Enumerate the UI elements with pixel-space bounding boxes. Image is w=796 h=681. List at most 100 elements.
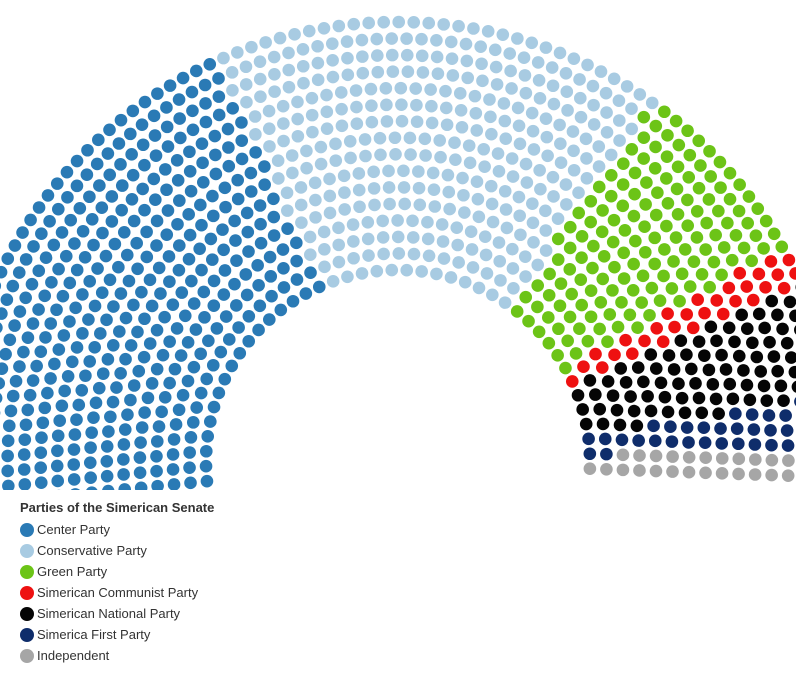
seat bbox=[102, 484, 115, 490]
seat bbox=[759, 281, 772, 294]
seat bbox=[493, 254, 507, 268]
legend-item[interactable]: Green Party bbox=[20, 561, 214, 582]
seat bbox=[400, 32, 413, 45]
seat bbox=[526, 124, 540, 138]
seat bbox=[592, 160, 606, 173]
seat bbox=[341, 270, 354, 284]
seat bbox=[661, 197, 675, 210]
seat bbox=[183, 145, 196, 159]
seat bbox=[362, 249, 375, 262]
legend-swatch bbox=[20, 648, 34, 663]
seat bbox=[6, 279, 20, 293]
seat bbox=[134, 436, 147, 449]
seat bbox=[604, 148, 618, 162]
seat bbox=[464, 225, 478, 239]
seat bbox=[600, 447, 613, 461]
seat bbox=[604, 169, 618, 182]
seat bbox=[235, 134, 249, 147]
seat bbox=[286, 166, 299, 180]
seat bbox=[158, 310, 171, 324]
seat bbox=[754, 365, 768, 378]
seat bbox=[681, 193, 694, 207]
seat bbox=[709, 228, 722, 242]
seat bbox=[638, 334, 651, 348]
legend-item[interactable]: Center Party bbox=[20, 519, 214, 540]
seat bbox=[488, 43, 502, 57]
seat bbox=[494, 274, 507, 287]
seat bbox=[421, 232, 435, 246]
seat bbox=[212, 108, 226, 122]
seat bbox=[137, 350, 151, 364]
seat bbox=[721, 216, 734, 230]
seat bbox=[422, 16, 436, 30]
seat bbox=[465, 243, 479, 256]
seat bbox=[21, 403, 35, 417]
seat bbox=[723, 377, 737, 391]
seat bbox=[222, 159, 236, 173]
seat bbox=[505, 152, 519, 165]
seat bbox=[579, 132, 593, 146]
seat bbox=[580, 172, 594, 185]
seat bbox=[355, 33, 369, 47]
seat bbox=[430, 33, 443, 47]
seat bbox=[9, 374, 23, 388]
seat bbox=[83, 275, 97, 288]
seat bbox=[439, 101, 453, 115]
seat bbox=[553, 118, 566, 132]
seat bbox=[413, 198, 427, 212]
seat bbox=[212, 90, 226, 103]
seat bbox=[559, 361, 572, 375]
seat bbox=[230, 299, 243, 312]
legend-item[interactable]: Simerican Communist Party bbox=[20, 582, 214, 603]
seat bbox=[698, 436, 712, 449]
seat bbox=[212, 72, 225, 85]
legend-item[interactable]: Simerica First Party bbox=[20, 624, 214, 645]
seat bbox=[569, 347, 583, 360]
seat bbox=[385, 32, 399, 45]
seat bbox=[632, 434, 645, 447]
seat bbox=[586, 79, 600, 93]
seat bbox=[671, 208, 685, 221]
seat bbox=[100, 455, 114, 468]
seat bbox=[19, 253, 33, 266]
seat bbox=[172, 263, 186, 277]
seat bbox=[19, 291, 32, 305]
seat bbox=[651, 186, 664, 200]
seat bbox=[484, 179, 498, 193]
seat bbox=[703, 144, 716, 158]
legend-item[interactable]: Independent bbox=[20, 645, 214, 666]
seat bbox=[385, 263, 399, 277]
seat bbox=[683, 280, 697, 293]
legend-item[interactable]: Simerican National Party bbox=[20, 603, 214, 624]
seat bbox=[204, 232, 218, 246]
seat bbox=[643, 308, 656, 322]
seat bbox=[19, 418, 33, 432]
seat bbox=[305, 91, 319, 105]
seat bbox=[349, 84, 363, 97]
seat bbox=[532, 74, 546, 87]
seat bbox=[242, 309, 256, 323]
seat bbox=[258, 160, 271, 173]
seat bbox=[584, 194, 598, 208]
seat bbox=[101, 147, 115, 160]
seat bbox=[32, 303, 45, 316]
legend-item[interactable]: Conservative Party bbox=[20, 540, 214, 561]
seat bbox=[190, 64, 203, 78]
seat bbox=[682, 450, 696, 464]
seat bbox=[563, 241, 577, 255]
seat bbox=[222, 333, 236, 346]
seat bbox=[427, 183, 441, 196]
seat bbox=[546, 79, 560, 93]
seat bbox=[783, 295, 796, 309]
seat bbox=[527, 143, 541, 156]
seat bbox=[525, 106, 539, 120]
seat bbox=[151, 87, 164, 100]
seat bbox=[540, 130, 554, 144]
seat bbox=[347, 251, 360, 265]
seat bbox=[599, 86, 613, 100]
seat bbox=[715, 467, 729, 480]
seat bbox=[124, 339, 138, 352]
seat bbox=[135, 421, 149, 434]
seat bbox=[636, 269, 650, 283]
seat bbox=[13, 360, 26, 373]
